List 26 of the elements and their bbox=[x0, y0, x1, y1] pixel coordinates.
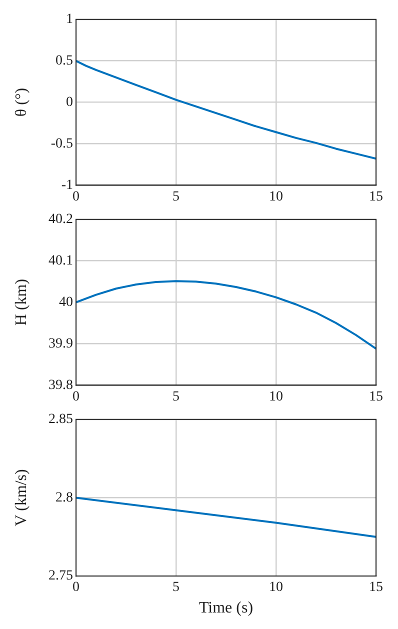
x-axis-title: Time (s) bbox=[198, 600, 254, 617]
y-axis-title: θ (°) bbox=[12, 88, 30, 117]
x-tick-label: 15 bbox=[369, 389, 383, 404]
x-tick-label: 5 bbox=[172, 389, 180, 404]
y-tick-label: 39.8 bbox=[48, 378, 73, 393]
y-tick-label: 40.1 bbox=[48, 254, 73, 269]
y-tick-label: 0.5 bbox=[56, 54, 73, 69]
x-tick-label: 5 bbox=[172, 189, 180, 204]
y-tick-label: 2.85 bbox=[48, 412, 73, 428]
x-tick-label: 5 bbox=[172, 580, 180, 596]
y-axis-title: H (km) bbox=[12, 278, 30, 326]
y-tick-label: -0.5 bbox=[50, 136, 73, 152]
x-tick-label: 15 bbox=[369, 580, 383, 596]
y-tick-label: 40.2 bbox=[48, 212, 73, 228]
y-tick-label: 2.75 bbox=[48, 568, 73, 584]
y-tick-label: 40 bbox=[59, 294, 73, 310]
x-tick-label: 10 bbox=[269, 389, 283, 404]
y-tick-label: -1 bbox=[61, 178, 73, 193]
y-tick-label: 1 bbox=[66, 12, 73, 28]
y-tick-label: 0 bbox=[66, 94, 73, 110]
x-tick-label: 10 bbox=[269, 580, 283, 596]
x-tick-label: 10 bbox=[269, 189, 283, 204]
y-tick-label: 39.9 bbox=[48, 336, 73, 352]
y-axis-title: V (km/s) bbox=[12, 469, 30, 526]
y-tick-label: 2.8 bbox=[56, 490, 73, 506]
x-tick-label: 15 bbox=[369, 189, 383, 204]
